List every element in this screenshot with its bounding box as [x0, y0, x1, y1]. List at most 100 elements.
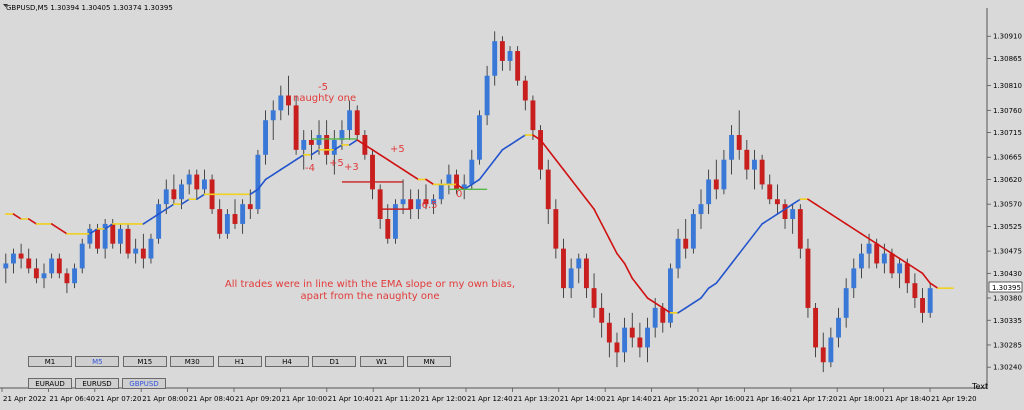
candle-body	[683, 238, 689, 249]
candle	[637, 322, 643, 358]
candle-body	[667, 268, 673, 323]
candle	[652, 298, 658, 338]
candle-body	[645, 327, 650, 348]
candle-body	[11, 253, 16, 264]
candle-body	[507, 51, 513, 61]
candle-body	[263, 120, 269, 155]
candle-body	[477, 115, 482, 160]
candle-body	[446, 174, 452, 185]
symbol-button-eurusd[interactable]: EURUSD	[75, 378, 119, 389]
ema-segment	[150, 213, 160, 220]
price-tick-label: 1.30475	[993, 248, 1022, 256]
time-tick-label: 21 Apr 18:40	[885, 395, 931, 403]
ema-segment	[692, 297, 702, 304]
annotation-trade-plus5a: +5	[329, 158, 344, 169]
timeframe-button-mn[interactable]: MN	[407, 356, 452, 367]
ema-segment	[463, 183, 473, 191]
candle	[629, 312, 635, 348]
annotation-trade-minus4: -4	[305, 163, 315, 174]
ema-segment	[654, 302, 664, 309]
timeframe-button-m30[interactable]: M30	[170, 356, 215, 367]
time-tick-label: 21 Apr 18:00	[838, 395, 884, 403]
candle	[591, 273, 597, 318]
corner-text-label: Text	[971, 382, 988, 391]
candle	[515, 46, 521, 86]
candle-body	[782, 204, 788, 219]
ema-segment	[364, 144, 374, 151]
candle	[423, 184, 429, 210]
candle-body	[87, 228, 93, 244]
candle	[33, 258, 39, 284]
chart-menu-icon[interactable]	[3, 4, 8, 7]
trade-markings	[311, 138, 488, 210]
candle	[301, 130, 307, 170]
candle-body	[759, 159, 765, 185]
candle	[752, 149, 757, 190]
time-tick-label: 21 Apr 10:00	[281, 395, 327, 403]
timeframe-button-h4[interactable]: H4	[265, 356, 309, 367]
candle-body	[522, 80, 528, 101]
candle-body	[354, 110, 360, 136]
timeframe-button-m15[interactable]: M15	[122, 356, 167, 367]
ema-segment	[577, 188, 588, 201]
candle-body	[431, 199, 437, 205]
candle	[11, 248, 16, 274]
ema-segment	[921, 272, 931, 285]
candle-body	[660, 307, 666, 323]
price-tick-label: 1.30620	[993, 176, 1022, 184]
ema-segment	[142, 218, 152, 225]
candle	[912, 273, 918, 308]
candle	[782, 199, 788, 229]
candle	[232, 199, 238, 229]
ema-segment	[257, 178, 267, 191]
candle-body	[454, 174, 459, 190]
timeframe-button-m5[interactable]: M5	[75, 356, 120, 367]
candle-body	[652, 307, 658, 328]
ema-segment	[730, 252, 740, 265]
candle	[117, 223, 123, 254]
candle	[316, 120, 322, 155]
ema-segment	[547, 149, 557, 161]
candle-body	[484, 75, 490, 116]
time-tick-label: 21 Apr 19:20	[931, 395, 977, 403]
price-tick-label: 1.30380	[993, 295, 1022, 303]
candle-body	[736, 135, 742, 150]
timeframe-button-d1[interactable]: D1	[312, 356, 357, 367]
candle-body	[637, 337, 643, 348]
candle-body	[843, 288, 849, 318]
chart-header: GBPUSD,M5 1.30394 1.30405 1.30374 1.3039…	[6, 4, 173, 12]
ema-segment	[196, 193, 206, 201]
timeframe-button-m1[interactable]: M1	[28, 356, 72, 367]
candle-body	[790, 209, 796, 219]
candle-body	[805, 248, 811, 308]
candle	[538, 125, 544, 180]
candle-body	[545, 169, 551, 210]
ema-segment	[89, 228, 99, 235]
ema-segment	[539, 139, 550, 151]
candle	[858, 243, 864, 279]
ema-segment	[761, 218, 771, 225]
symbol-button-gbpusd[interactable]: GBPUSD	[122, 378, 166, 389]
timeframe-button-h1[interactable]: H1	[217, 356, 262, 367]
candle	[713, 159, 719, 200]
candle	[897, 258, 903, 289]
candle	[255, 149, 261, 215]
timeframe-button-w1[interactable]: W1	[359, 356, 404, 367]
ema-segment	[646, 297, 656, 304]
candle	[499, 36, 505, 71]
ema-segment	[707, 282, 718, 289]
candle	[56, 253, 62, 279]
time-tick-label: 21 Apr 16:40	[745, 395, 791, 403]
candle-body	[247, 204, 253, 210]
candle-body	[148, 238, 154, 259]
candle-body	[240, 204, 246, 224]
ema-segment	[570, 178, 580, 191]
candle-body	[33, 268, 39, 279]
candle-body	[469, 159, 475, 185]
ema-segment	[784, 203, 794, 210]
candle-body	[706, 179, 712, 205]
candle	[721, 149, 727, 195]
annotation-trade-plus3: +3	[344, 162, 359, 173]
symbol-button-euraud[interactable]: EURAUD	[28, 378, 72, 389]
